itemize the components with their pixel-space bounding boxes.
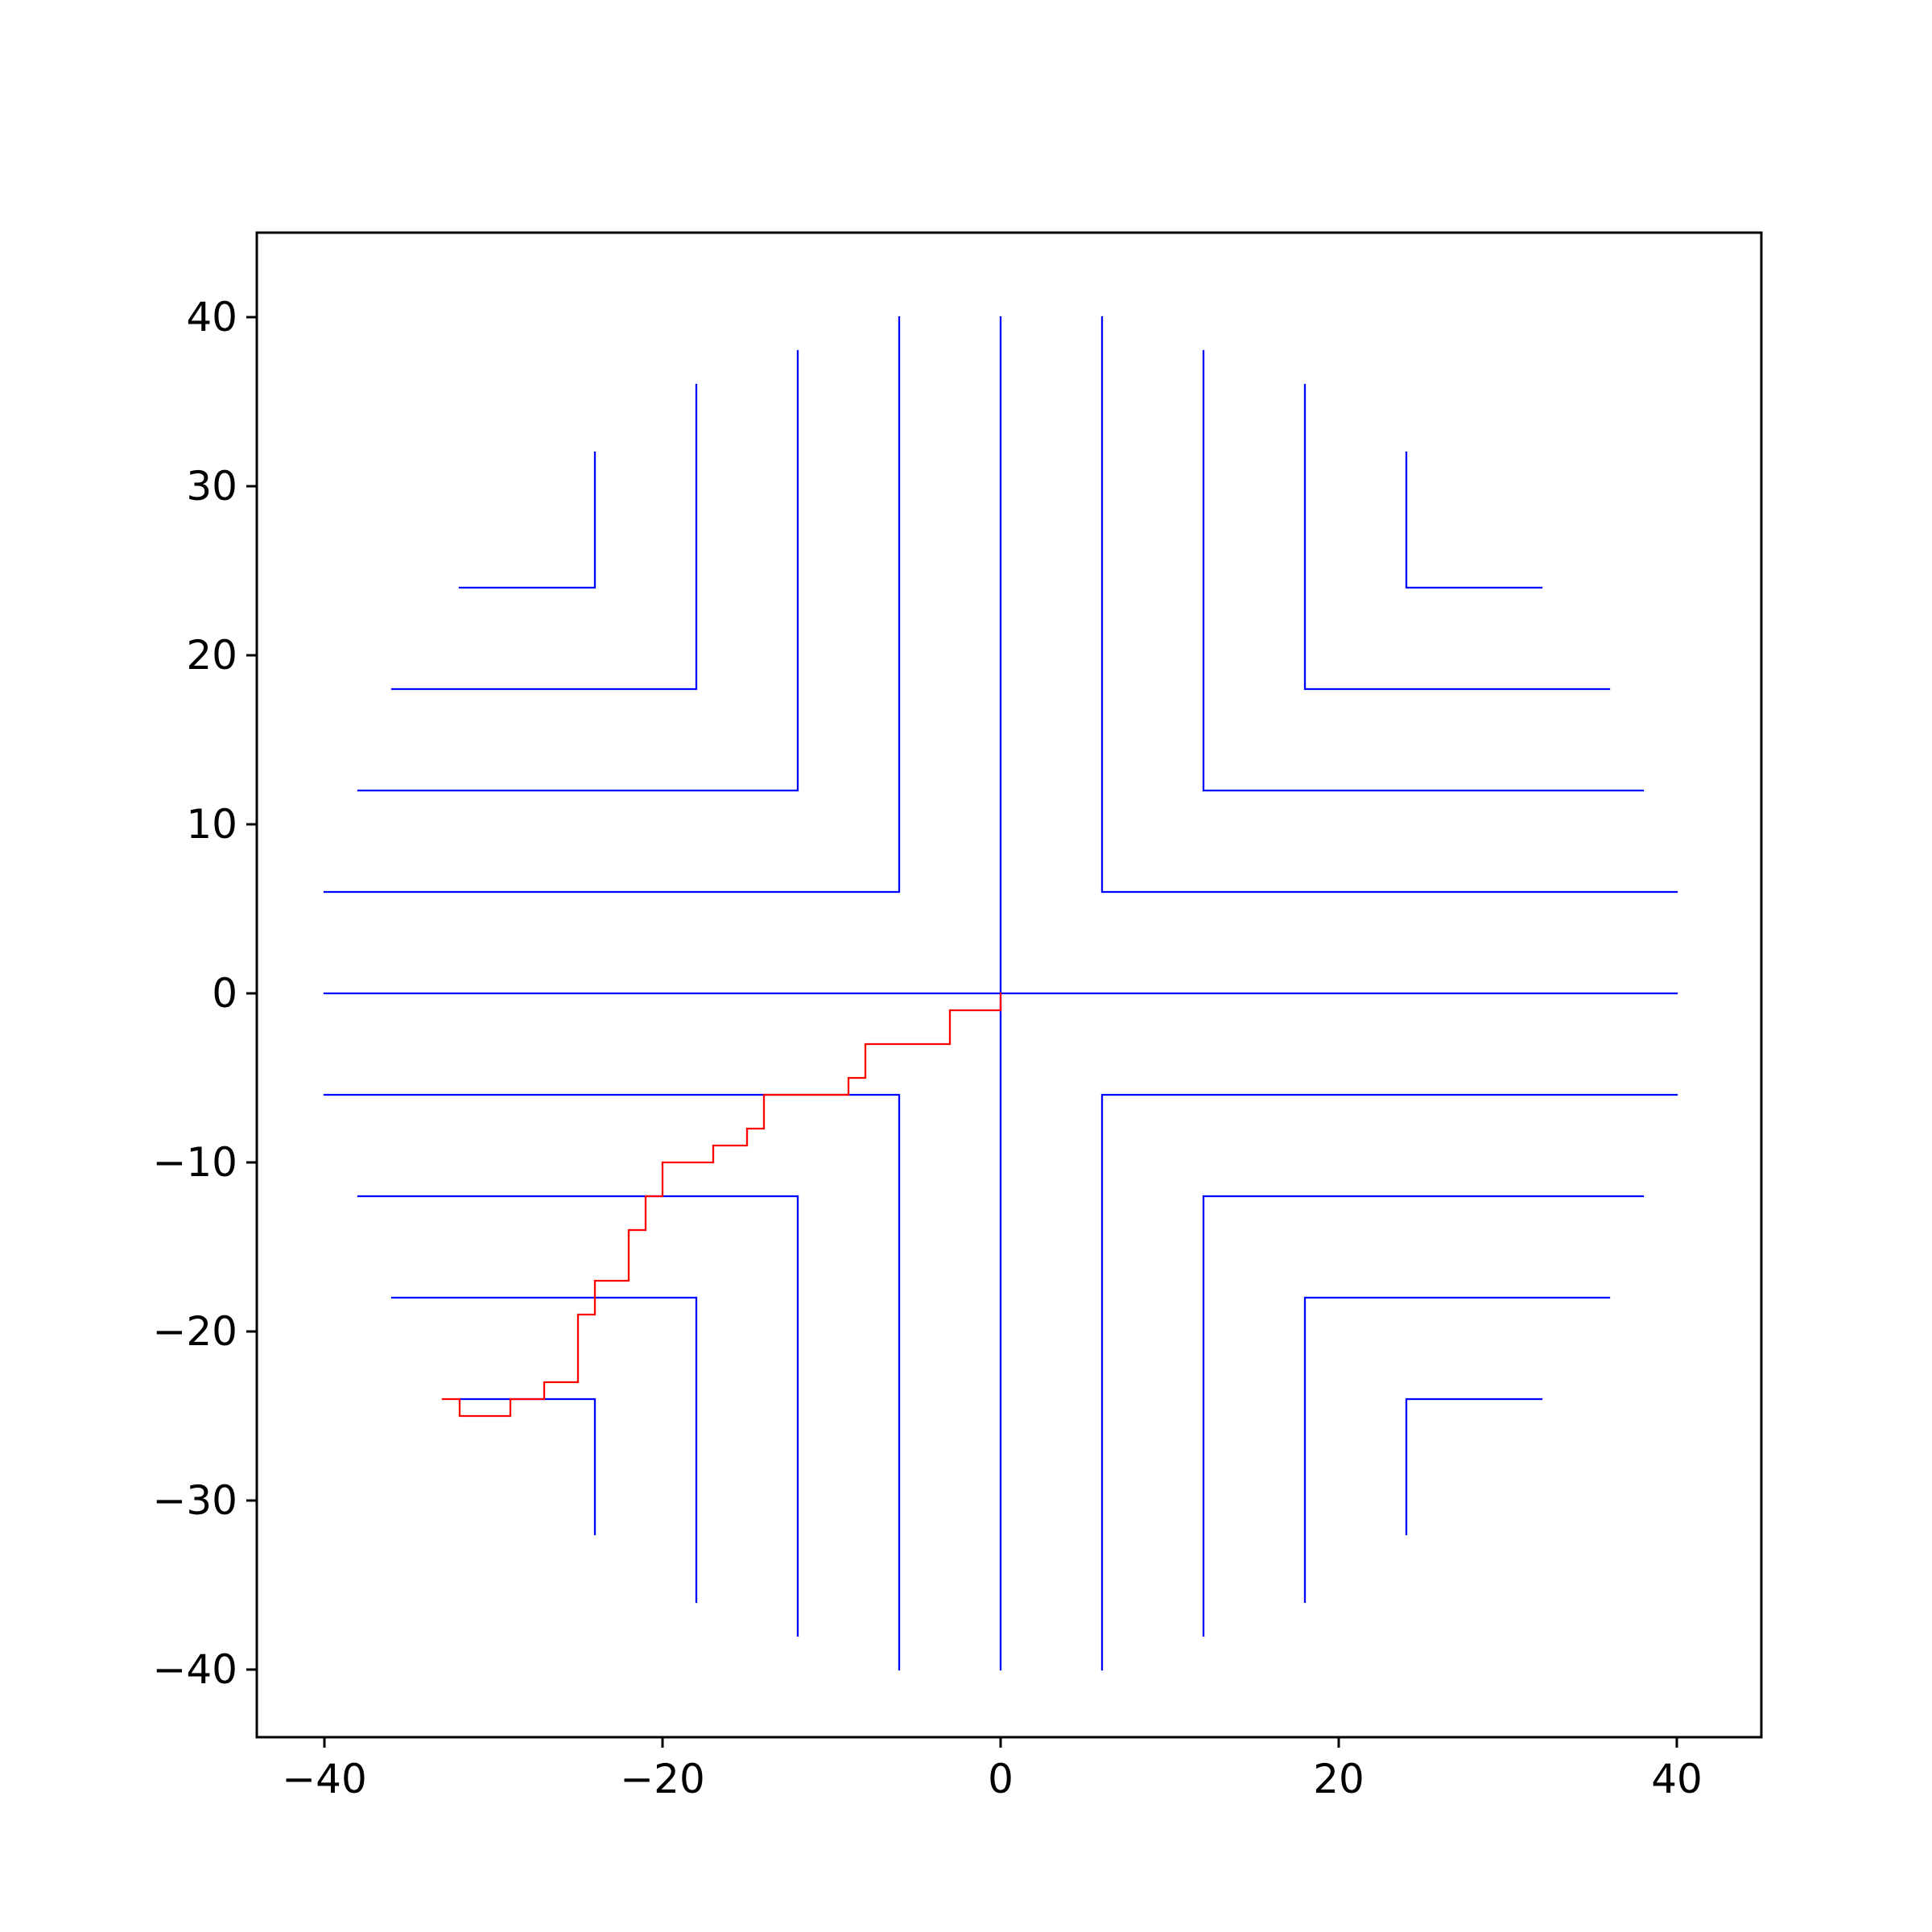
series-line [441, 992, 1002, 1418]
x-tick-label: −40 [282, 1756, 367, 1802]
y-tick-label: 10 [186, 801, 237, 848]
y-tick-label: 0 [212, 970, 237, 1017]
y-tick-label: −40 [152, 1646, 237, 1693]
y-tick-label: 40 [186, 294, 237, 341]
x-tick-label: 0 [988, 1756, 1013, 1802]
y-tick-label: −30 [152, 1477, 237, 1524]
x-tick-label: 20 [1313, 1756, 1364, 1802]
series-line [323, 316, 1678, 1671]
y-tick-label: 20 [186, 632, 237, 679]
y-tick-label: −20 [152, 1308, 237, 1355]
y-tick-label: 30 [186, 463, 237, 510]
y-tick-label: −10 [152, 1139, 237, 1186]
x-tick-label: −20 [620, 1756, 705, 1802]
axes-frame [255, 231, 1763, 1739]
x-tick-label: 40 [1651, 1756, 1703, 1802]
